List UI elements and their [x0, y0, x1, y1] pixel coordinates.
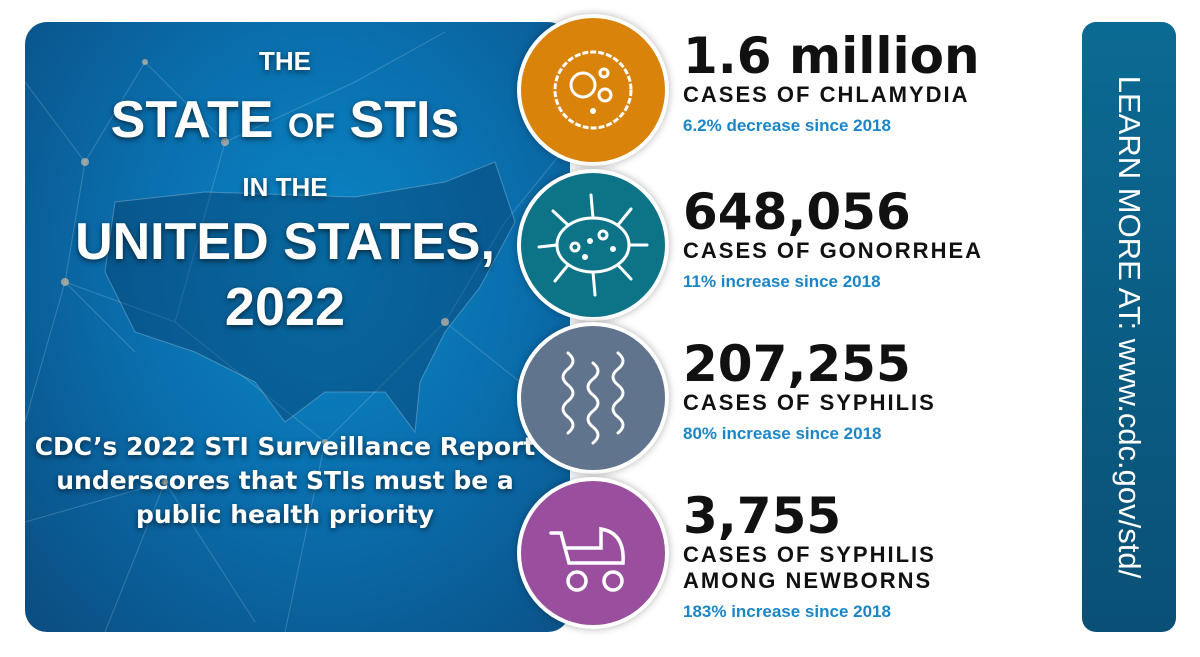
spirochete-icon: [561, 351, 625, 445]
stat-note: 183% increase since 2018: [683, 602, 891, 621]
newborn-syphilis-circle: [517, 477, 669, 629]
title-state: STATE: [110, 91, 274, 149]
stat-newborn-syphilis: 3,755 CASES OF SYPHILIS AMONG NEWBORNS 1…: [683, 490, 983, 622]
stat-number: 3,755: [683, 487, 842, 545]
title-the: THE: [259, 46, 311, 76]
title-panel: THE STATE OF STIs IN THE UNITED STATES, …: [25, 22, 570, 632]
bacteria-cell-icon: [553, 50, 633, 130]
stat-label: CASES OF CHLAMYDIA: [683, 82, 970, 107]
stat-number: 207,255: [683, 335, 911, 393]
title-in-the: IN THE: [242, 172, 328, 202]
stat-number: 1.6 million: [683, 27, 980, 85]
stat-note: 11% increase since 2018: [683, 272, 881, 291]
subtitle: CDC’s 2022 STI Surveillance Report under…: [34, 432, 536, 529]
stat-label: CASES OF SYPHILIS: [683, 390, 936, 415]
stat-number: 648,056: [683, 183, 911, 241]
network-background: [25, 31, 570, 632]
learn-more-link[interactable]: LEARN MORE AT: www.cdc.gov/std/: [1112, 75, 1147, 579]
stat-gonorrhea: 648,056 CASES OF GONORRHEA 11% increase …: [683, 186, 983, 292]
stat-note: 80% increase since 2018: [683, 424, 882, 443]
baby-stroller-icon: [549, 526, 625, 592]
title-state-of-stis: STATE OF STIs: [25, 90, 545, 150]
title-stis: STIs: [349, 91, 460, 149]
chlamydia-circle: [517, 14, 669, 166]
stat-label: CASES OF GONORRHEA: [683, 238, 984, 263]
learn-more-bar[interactable]: LEARN MORE AT: www.cdc.gov/std/: [1082, 22, 1176, 632]
syphilis-circle: [517, 322, 669, 474]
title-united-states: UNITED STATES,: [75, 213, 495, 271]
stat-note: 6.2% decrease since 2018: [683, 116, 891, 135]
stat-syphilis: 207,255 CASES OF SYPHILIS 80% increase s…: [683, 338, 936, 444]
stat-chlamydia: 1.6 million CASES OF CHLAMYDIA 6.2% decr…: [683, 30, 980, 136]
gonorrhea-circle: [517, 169, 669, 321]
stat-label: CASES OF SYPHILIS AMONG NEWBORNS: [683, 542, 936, 593]
title-of: OF: [287, 107, 336, 145]
title-year: 2022: [224, 277, 346, 337]
microbe-icon: [537, 193, 649, 297]
